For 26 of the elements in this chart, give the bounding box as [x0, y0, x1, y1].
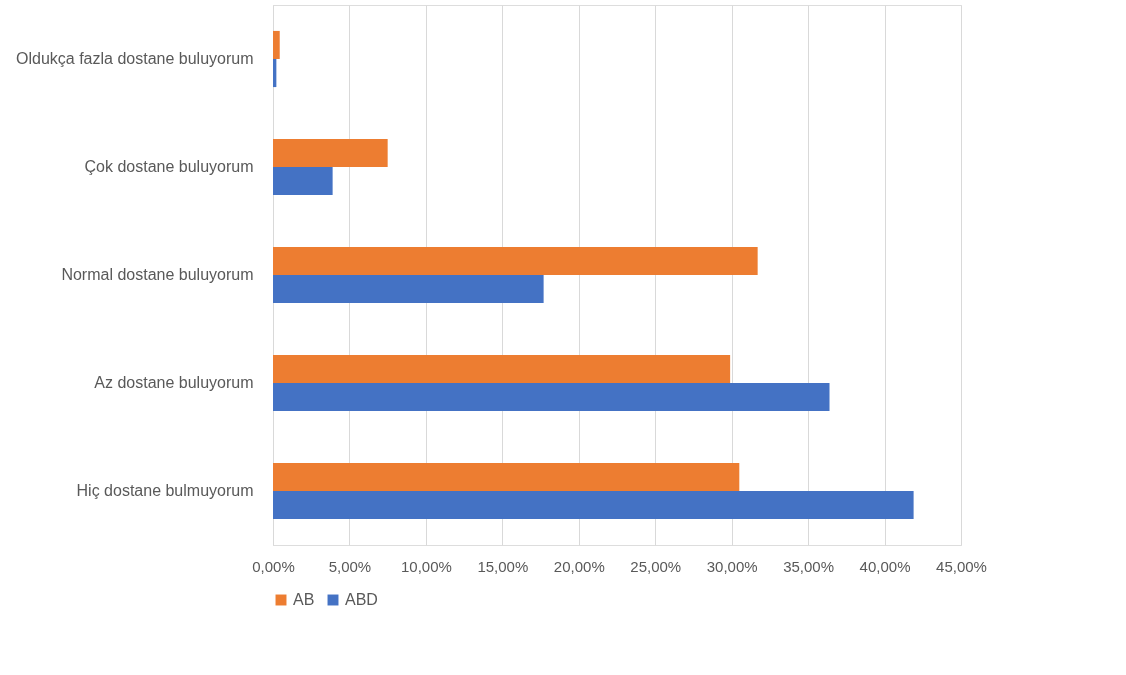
x-tick-label: 45,00% — [936, 557, 987, 575]
x-tick-label: 40,00% — [859, 557, 911, 575]
legend-label: AB — [293, 591, 315, 608]
x-tick-label: 25,00% — [630, 557, 682, 575]
bar — [273, 462, 740, 491]
x-tick-label: 35,00% — [783, 557, 835, 575]
bar — [273, 138, 388, 167]
bar — [273, 275, 544, 304]
legend-label: ABD — [345, 591, 378, 608]
y-tick-label: Oldukça fazla dostane buluyorum — [16, 50, 254, 67]
bar — [273, 167, 333, 196]
y-tick-label: Normal dostane buluyorum — [61, 266, 254, 283]
bar — [273, 354, 731, 383]
bar — [273, 30, 280, 59]
y-tick-label: Az dostane buluyorum — [94, 374, 254, 391]
y-tick-label: Hiç dostane bulmuyorum — [76, 482, 254, 499]
x-tick-label: 10,00% — [400, 557, 452, 575]
x-tick-label: 20,00% — [553, 557, 605, 575]
bar — [273, 246, 758, 275]
x-tick-label: 5,00% — [328, 557, 372, 575]
x-tick-label: 0,00% — [252, 557, 295, 575]
y-tick-label: Çok dostane buluyorum — [84, 158, 254, 175]
bar — [273, 383, 830, 412]
bar — [273, 491, 914, 520]
x-tick-label: 30,00% — [706, 557, 758, 575]
x-tick-label: 15,00% — [477, 557, 529, 575]
